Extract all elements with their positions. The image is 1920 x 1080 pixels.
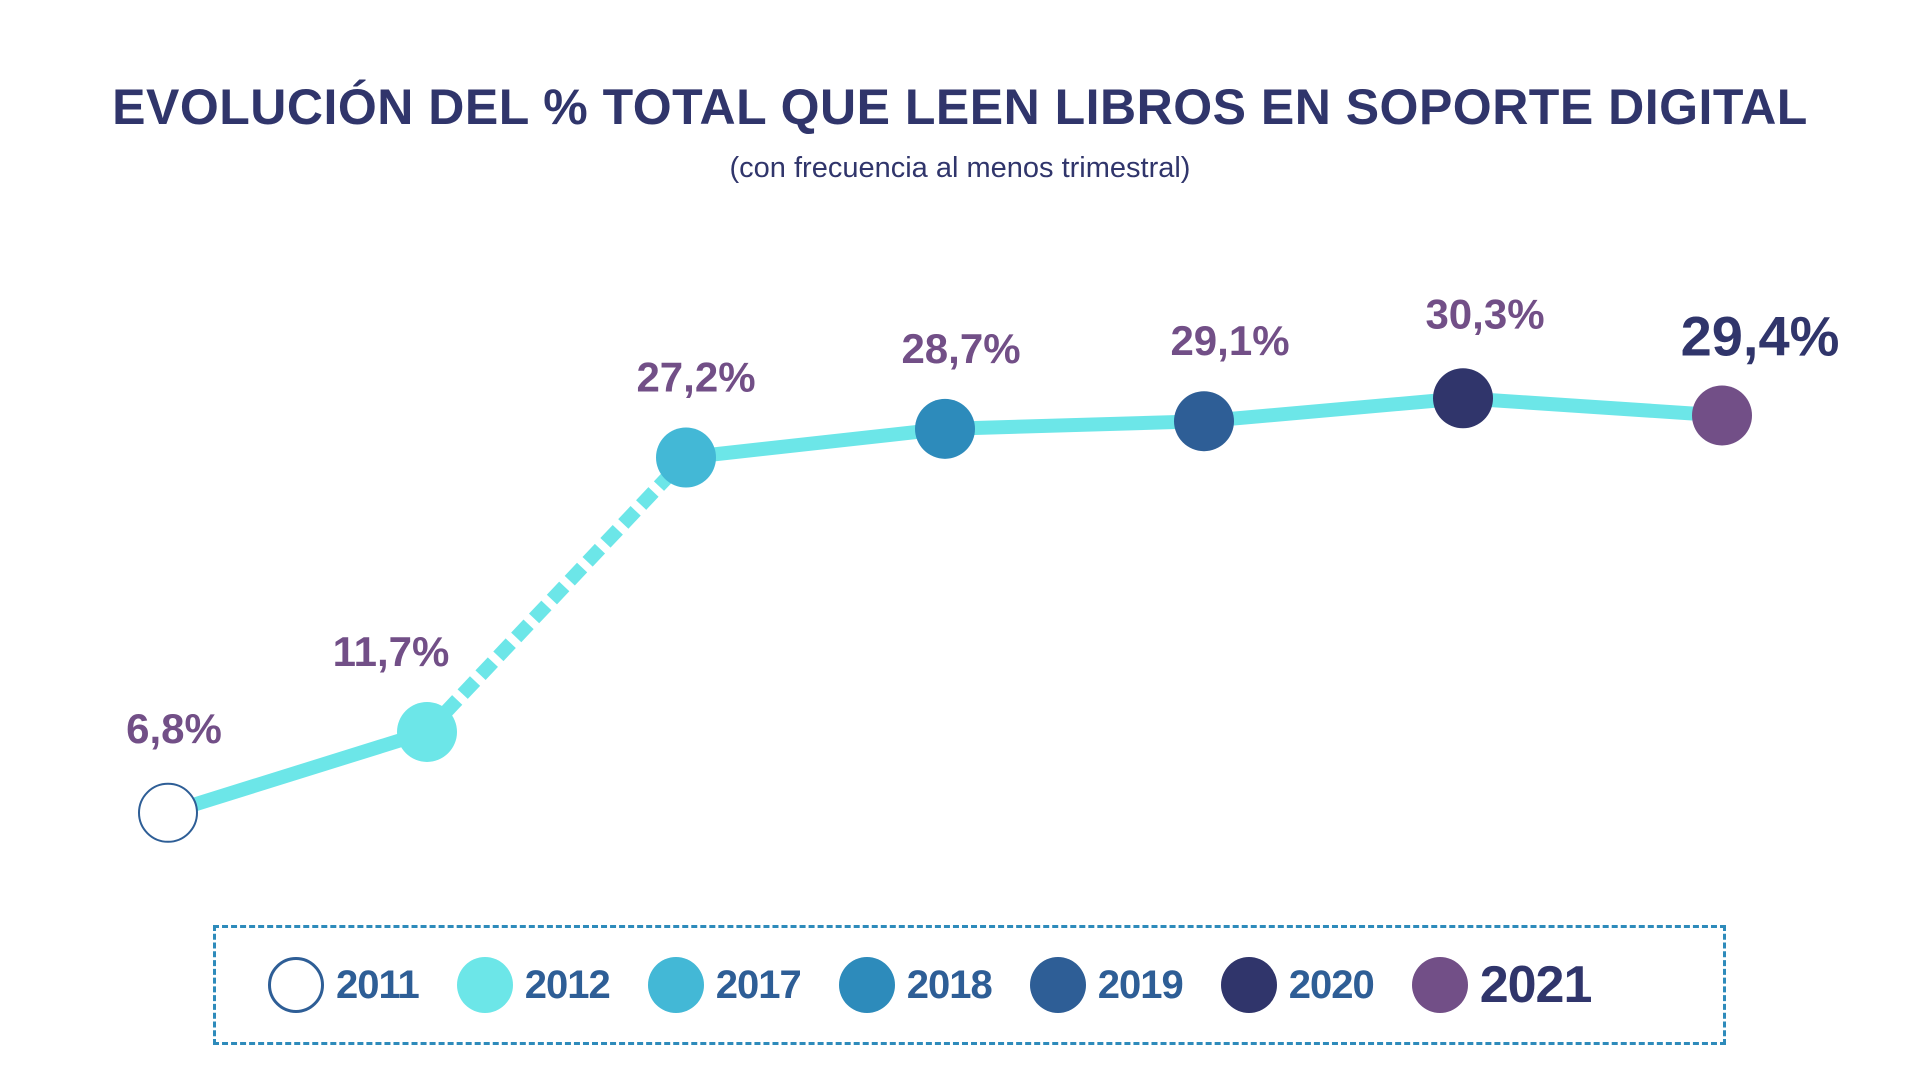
- line-segment-2011-2012: [165, 725, 430, 820]
- data-label-2011: 6,8%: [126, 705, 222, 752]
- legend-swatch-2018: [838, 957, 895, 1013]
- chart-title: EVOLUCIÓN DEL % TOTAL QUE LEEN LIBROS EN…: [112, 79, 1808, 135]
- series-lines: [165, 391, 1723, 820]
- data-point-2020: [1433, 368, 1493, 429]
- data-point-2017: [656, 427, 716, 488]
- legend-item-2020: 2020: [1220, 957, 1375, 1013]
- data-label-2021: 29,4%: [1681, 304, 1840, 367]
- line-segment-2020-2021: [1462, 391, 1723, 423]
- data-point-2021: [1692, 385, 1752, 446]
- legend-label: 2020: [1288, 962, 1375, 1007]
- line-segment-2019-2020: [1203, 391, 1464, 429]
- legend: 2011 2012 2017 2018 2019 2020 2021: [213, 925, 1726, 1045]
- legend-item-2018: 2018: [838, 957, 993, 1013]
- legend-label: 2018: [906, 962, 993, 1007]
- legend-item-2017: 2017: [647, 957, 802, 1013]
- data-label-2018: 28,7%: [901, 325, 1020, 372]
- legend-swatch-2011: [268, 957, 324, 1013]
- legend-label: 2021: [1479, 956, 1593, 1014]
- legend-swatch-2017: [647, 957, 704, 1013]
- legend-label: 2012: [524, 962, 611, 1007]
- legend-item-2019: 2019: [1029, 957, 1184, 1013]
- line-segment-2012-2017: [421, 452, 692, 737]
- legend-swatch-2019: [1029, 957, 1086, 1013]
- data-label-2019: 29,1%: [1170, 317, 1289, 364]
- legend-item-2021: 2021: [1411, 955, 1593, 1015]
- data-label-2017: 27,2%: [636, 353, 755, 400]
- legend-item-2012: 2012: [456, 957, 611, 1013]
- line-segment-2017-2018: [685, 421, 946, 465]
- legend-swatch-2021: [1411, 957, 1468, 1013]
- series-points: [138, 368, 1752, 843]
- data-label-2012: 11,7%: [333, 628, 450, 675]
- legend-swatch-2012: [456, 957, 513, 1013]
- line-segment-2018-2019: [944, 414, 1205, 436]
- data-point-2018: [915, 398, 975, 459]
- data-point-2019: [1174, 391, 1234, 452]
- data-label-2020: 30,3%: [1425, 290, 1544, 337]
- data-point-2011: [138, 782, 198, 843]
- chart-subtitle: (con frecuencia al menos trimestral): [729, 152, 1191, 184]
- legend-swatch-2020: [1220, 957, 1277, 1013]
- data-point-2012: [397, 701, 457, 762]
- legend-label: 2017: [715, 962, 802, 1007]
- legend-label: 2019: [1097, 962, 1184, 1007]
- data-labels: 6,8% 11,7% 27,2% 28,7% 29,1% 30,3% 29,4%: [126, 290, 1839, 752]
- legend-label: 2011: [336, 962, 420, 1007]
- legend-item-2011: 2011: [268, 957, 420, 1013]
